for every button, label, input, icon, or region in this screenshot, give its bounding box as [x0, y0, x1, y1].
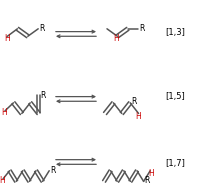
Text: R: R [40, 91, 45, 100]
Text: H: H [0, 176, 5, 185]
Text: R: R [139, 24, 144, 33]
Text: [1,7]: [1,7] [165, 159, 185, 168]
Text: H: H [4, 34, 10, 43]
Text: H: H [114, 35, 119, 43]
Text: [1,3]: [1,3] [165, 28, 185, 36]
Text: R: R [39, 24, 44, 33]
Text: H: H [1, 108, 7, 117]
Text: H: H [148, 169, 154, 178]
Text: R: R [50, 166, 55, 175]
Text: H: H [135, 112, 141, 121]
Text: R: R [144, 176, 149, 185]
Text: [1,5]: [1,5] [165, 93, 185, 101]
Text: R: R [131, 97, 136, 106]
